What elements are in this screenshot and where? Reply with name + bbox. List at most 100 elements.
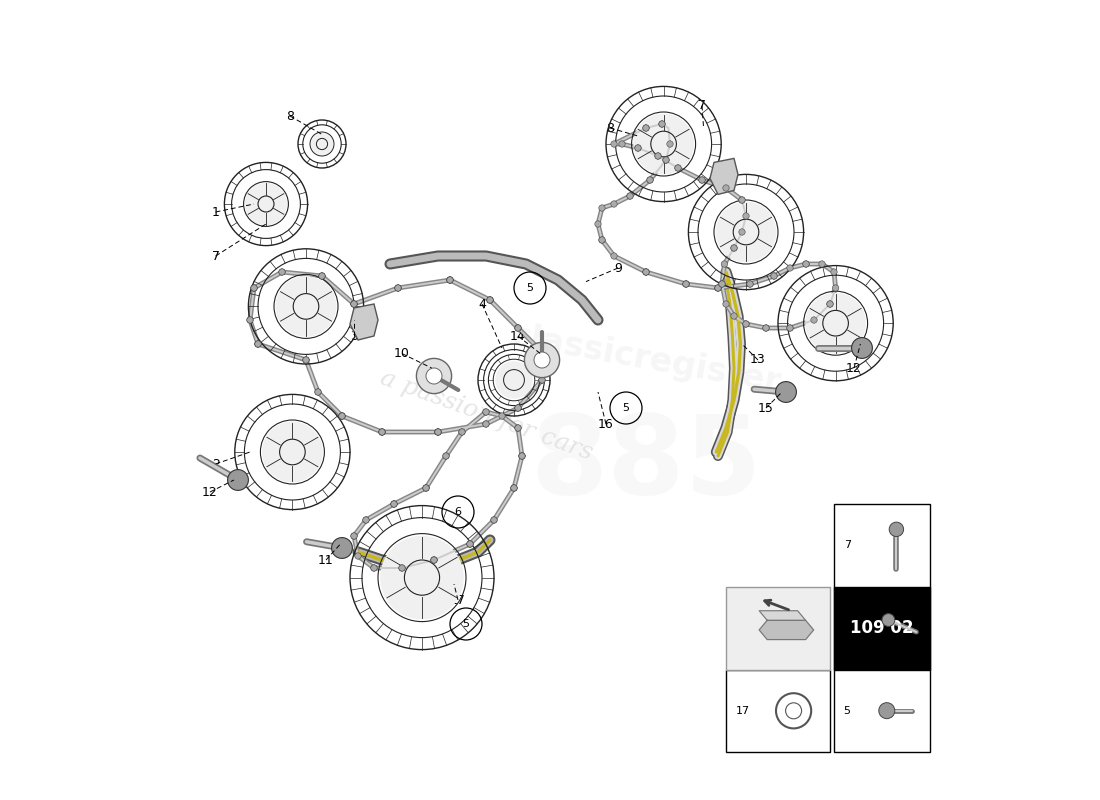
Circle shape	[889, 522, 903, 537]
Circle shape	[434, 429, 441, 435]
Circle shape	[747, 281, 754, 287]
Circle shape	[642, 125, 649, 131]
Circle shape	[515, 405, 521, 411]
Text: 3: 3	[350, 330, 358, 342]
Text: 7: 7	[211, 250, 220, 262]
Circle shape	[642, 269, 649, 275]
Circle shape	[510, 485, 517, 491]
Circle shape	[510, 485, 517, 491]
Circle shape	[302, 357, 309, 363]
Circle shape	[805, 293, 866, 354]
Circle shape	[339, 413, 345, 419]
Circle shape	[674, 165, 681, 171]
Circle shape	[730, 245, 737, 251]
Circle shape	[698, 177, 705, 183]
Circle shape	[381, 536, 464, 619]
Circle shape	[262, 422, 322, 482]
Text: 109 02: 109 02	[850, 619, 914, 638]
Circle shape	[255, 341, 261, 347]
Circle shape	[351, 533, 358, 539]
Text: 7: 7	[698, 99, 706, 112]
Circle shape	[663, 157, 669, 163]
Circle shape	[595, 221, 602, 227]
Text: 5: 5	[623, 403, 629, 413]
Text: 17: 17	[736, 706, 750, 716]
Circle shape	[830, 269, 837, 275]
Circle shape	[466, 541, 473, 547]
Text: 6: 6	[844, 623, 850, 633]
Circle shape	[519, 453, 525, 459]
Text: 12: 12	[202, 486, 218, 498]
Circle shape	[718, 281, 725, 287]
Text: 8: 8	[606, 122, 614, 134]
Circle shape	[515, 405, 521, 411]
Polygon shape	[759, 620, 814, 639]
Circle shape	[495, 362, 532, 398]
Circle shape	[747, 281, 754, 287]
Circle shape	[833, 285, 839, 291]
Circle shape	[459, 429, 465, 435]
Circle shape	[390, 501, 397, 507]
Circle shape	[251, 285, 257, 291]
Circle shape	[422, 485, 429, 491]
Circle shape	[466, 541, 473, 547]
Circle shape	[698, 177, 705, 183]
Text: 17: 17	[450, 594, 466, 606]
Circle shape	[395, 285, 402, 291]
Text: 5: 5	[527, 283, 534, 293]
Circle shape	[610, 141, 617, 147]
Text: 6: 6	[454, 507, 462, 517]
Circle shape	[395, 285, 402, 291]
Circle shape	[390, 501, 397, 507]
Circle shape	[371, 565, 377, 571]
Circle shape	[339, 413, 345, 419]
Circle shape	[255, 341, 261, 347]
Polygon shape	[710, 158, 738, 194]
Circle shape	[627, 193, 634, 199]
Circle shape	[722, 261, 727, 267]
Circle shape	[730, 245, 737, 251]
Bar	[834, 504, 929, 752]
Circle shape	[395, 285, 402, 291]
Circle shape	[378, 429, 385, 435]
Circle shape	[786, 265, 793, 271]
Circle shape	[487, 297, 493, 303]
Circle shape	[515, 325, 521, 331]
Circle shape	[431, 557, 437, 563]
Text: 8: 8	[286, 110, 294, 122]
Circle shape	[742, 321, 749, 327]
Circle shape	[647, 177, 653, 183]
Circle shape	[363, 517, 370, 523]
Circle shape	[539, 377, 546, 383]
Circle shape	[598, 237, 605, 243]
Circle shape	[723, 185, 729, 191]
Circle shape	[447, 277, 453, 283]
Circle shape	[351, 301, 358, 307]
Circle shape	[519, 453, 525, 459]
Circle shape	[803, 261, 810, 267]
Circle shape	[730, 313, 737, 319]
Circle shape	[598, 237, 605, 243]
Circle shape	[466, 541, 473, 547]
Circle shape	[363, 517, 370, 523]
Circle shape	[228, 470, 249, 490]
Circle shape	[539, 377, 546, 383]
Circle shape	[319, 273, 326, 279]
Circle shape	[882, 614, 894, 626]
Circle shape	[339, 413, 345, 419]
Circle shape	[771, 273, 778, 279]
Circle shape	[539, 349, 546, 355]
Text: classicregister: classicregister	[508, 320, 783, 400]
Circle shape	[302, 357, 309, 363]
Circle shape	[447, 277, 453, 283]
Circle shape	[610, 253, 617, 259]
Circle shape	[351, 301, 358, 307]
Text: 2: 2	[211, 458, 220, 470]
Circle shape	[251, 285, 257, 291]
Text: 1: 1	[211, 206, 220, 218]
Circle shape	[786, 325, 793, 331]
Text: 15: 15	[758, 402, 774, 414]
Circle shape	[534, 352, 550, 368]
Circle shape	[762, 325, 769, 331]
Circle shape	[674, 165, 681, 171]
